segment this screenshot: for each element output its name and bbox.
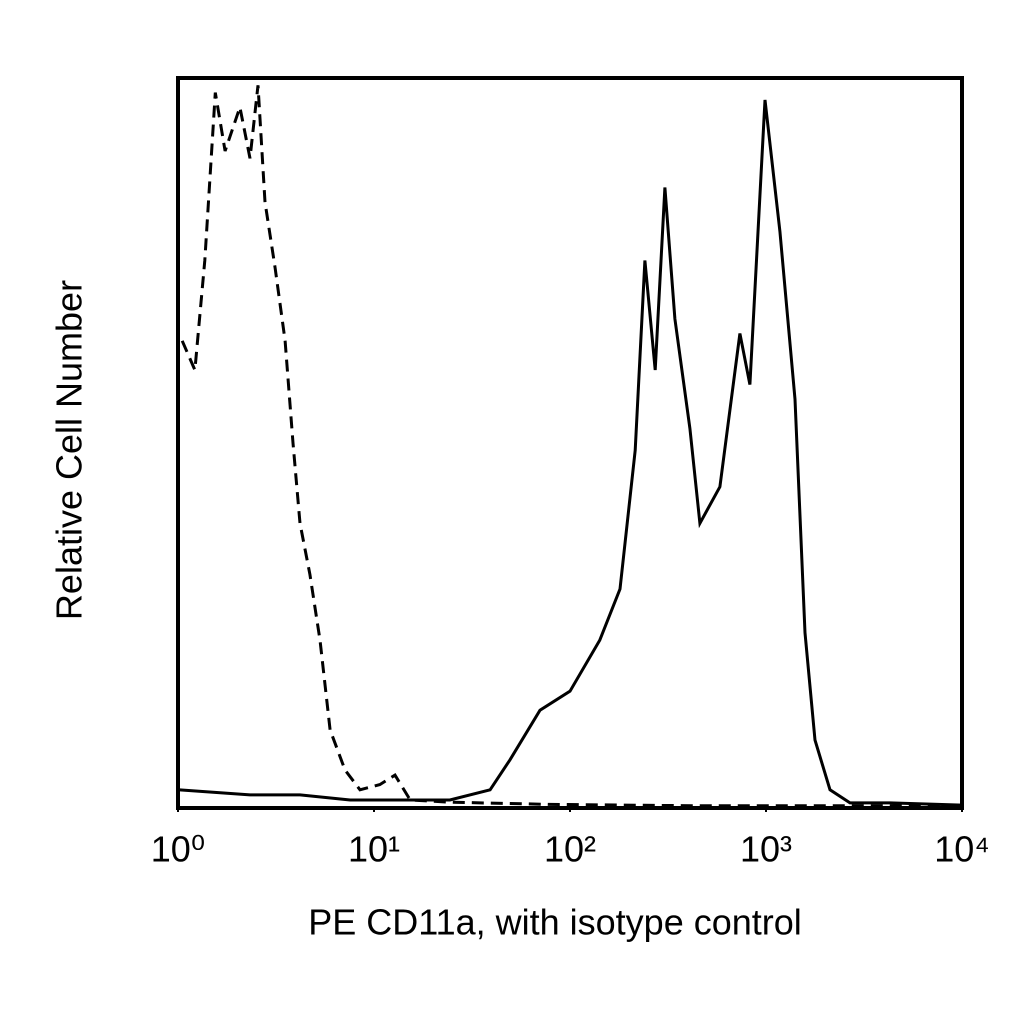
x-tick-label: 10²	[544, 829, 596, 870]
histogram-line	[177, 99, 963, 807]
x-tick-label: 10³	[740, 829, 792, 870]
histogram-line	[180, 85, 962, 808]
plot-frame	[176, 76, 964, 810]
x-axis-label: PE CD11a, with isotype control	[308, 902, 802, 943]
x-tick-label: 10⁰	[151, 829, 205, 870]
x-tick-label: 10¹	[348, 829, 400, 870]
y-axis-label: Relative Cell Number	[49, 280, 90, 620]
x-tick-label: 10⁴	[934, 829, 990, 870]
